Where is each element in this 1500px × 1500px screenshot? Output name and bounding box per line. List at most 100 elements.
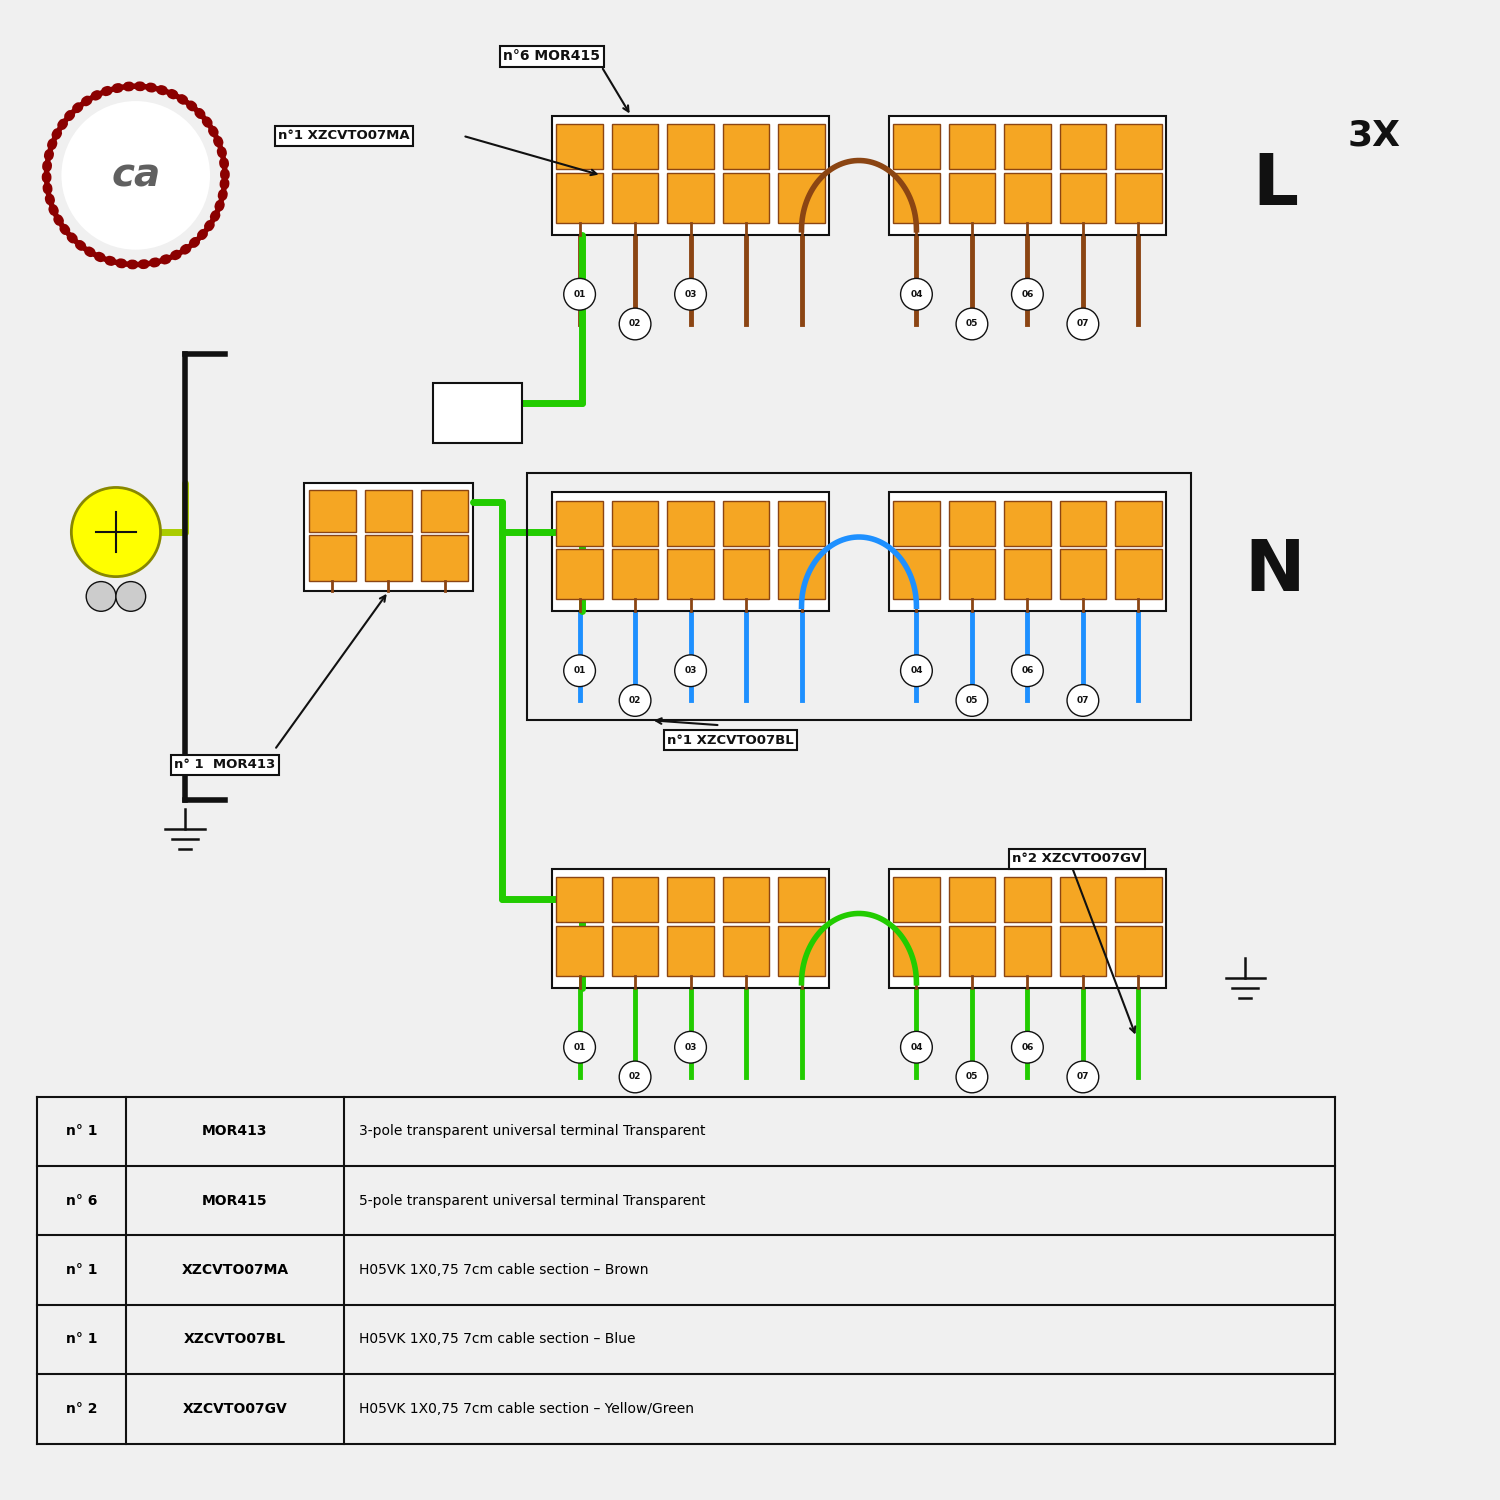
FancyBboxPatch shape: [552, 868, 830, 988]
FancyBboxPatch shape: [948, 501, 994, 546]
FancyBboxPatch shape: [422, 490, 468, 531]
Text: n°6 MOR415: n°6 MOR415: [504, 50, 600, 63]
Circle shape: [620, 684, 651, 717]
Text: n° 6: n° 6: [66, 1194, 98, 1208]
FancyBboxPatch shape: [892, 172, 939, 224]
FancyBboxPatch shape: [892, 878, 939, 922]
FancyBboxPatch shape: [778, 124, 825, 170]
FancyBboxPatch shape: [309, 536, 356, 580]
Circle shape: [1066, 308, 1098, 340]
FancyBboxPatch shape: [668, 172, 714, 224]
Text: 05: 05: [966, 696, 978, 705]
Circle shape: [564, 279, 596, 310]
FancyBboxPatch shape: [556, 926, 603, 976]
Text: n°1 XZCVTO07MA: n°1 XZCVTO07MA: [278, 129, 410, 142]
Circle shape: [956, 308, 988, 340]
FancyBboxPatch shape: [892, 501, 939, 546]
FancyBboxPatch shape: [552, 492, 830, 612]
FancyBboxPatch shape: [556, 878, 603, 922]
Text: H05VK 1X0,75 7cm cable section – Blue: H05VK 1X0,75 7cm cable section – Blue: [358, 1332, 634, 1347]
FancyBboxPatch shape: [552, 116, 830, 236]
Text: 05: 05: [966, 320, 978, 328]
Text: n° 1  MOR413: n° 1 MOR413: [174, 759, 276, 771]
Circle shape: [675, 279, 706, 310]
Text: 03: 03: [684, 1042, 696, 1052]
Text: MOR413: MOR413: [202, 1125, 267, 1138]
FancyBboxPatch shape: [668, 549, 714, 600]
Text: 04: 04: [910, 290, 922, 298]
FancyBboxPatch shape: [1004, 172, 1050, 224]
Text: n°1 XZCVTO07BL: n°1 XZCVTO07BL: [668, 734, 794, 747]
FancyBboxPatch shape: [948, 549, 994, 600]
FancyBboxPatch shape: [1004, 549, 1050, 600]
Text: H05VK 1X0,75 7cm cable section – Yellow/Green: H05VK 1X0,75 7cm cable section – Yellow/…: [358, 1402, 693, 1416]
FancyBboxPatch shape: [1114, 926, 1161, 976]
Text: XZCVTO07GV: XZCVTO07GV: [183, 1402, 286, 1416]
FancyBboxPatch shape: [304, 483, 472, 591]
FancyBboxPatch shape: [723, 124, 770, 170]
FancyBboxPatch shape: [723, 549, 770, 600]
Circle shape: [675, 656, 706, 687]
FancyBboxPatch shape: [612, 172, 658, 224]
FancyBboxPatch shape: [1059, 549, 1106, 600]
FancyBboxPatch shape: [612, 501, 658, 546]
Text: 04: 04: [910, 1042, 922, 1052]
Circle shape: [564, 1032, 596, 1064]
Text: 03: 03: [684, 666, 696, 675]
FancyBboxPatch shape: [1059, 878, 1106, 922]
Text: n° 1: n° 1: [66, 1263, 98, 1276]
Text: H05VK 1X0,75 7cm cable section – Brown: H05VK 1X0,75 7cm cable section – Brown: [358, 1263, 648, 1276]
FancyBboxPatch shape: [556, 172, 603, 224]
Circle shape: [620, 1060, 651, 1094]
Text: 03: 03: [684, 290, 696, 298]
FancyBboxPatch shape: [668, 878, 714, 922]
FancyBboxPatch shape: [778, 549, 825, 600]
Text: 01: 01: [573, 290, 586, 298]
Text: XZCVTO07MA: XZCVTO07MA: [182, 1263, 288, 1276]
Text: 07: 07: [1077, 320, 1089, 328]
FancyBboxPatch shape: [1059, 172, 1106, 224]
FancyBboxPatch shape: [948, 124, 994, 170]
Circle shape: [900, 279, 933, 310]
FancyBboxPatch shape: [723, 172, 770, 224]
Circle shape: [956, 1060, 988, 1094]
Text: 02: 02: [628, 320, 642, 328]
FancyBboxPatch shape: [1004, 124, 1050, 170]
FancyBboxPatch shape: [892, 124, 939, 170]
Text: ca: ca: [111, 156, 160, 195]
FancyBboxPatch shape: [888, 868, 1166, 988]
FancyBboxPatch shape: [892, 549, 939, 600]
Circle shape: [900, 1032, 933, 1064]
FancyBboxPatch shape: [1059, 926, 1106, 976]
FancyBboxPatch shape: [1114, 501, 1161, 546]
FancyBboxPatch shape: [1059, 124, 1106, 170]
FancyBboxPatch shape: [1114, 172, 1161, 224]
FancyBboxPatch shape: [1114, 878, 1161, 922]
FancyBboxPatch shape: [1004, 878, 1050, 922]
Circle shape: [675, 1032, 706, 1064]
Text: 04: 04: [910, 666, 922, 675]
FancyBboxPatch shape: [422, 536, 468, 580]
Text: 02: 02: [628, 1072, 642, 1082]
Circle shape: [1066, 1060, 1098, 1094]
Text: 07: 07: [1077, 1072, 1089, 1082]
Circle shape: [1011, 279, 1044, 310]
FancyBboxPatch shape: [309, 490, 356, 531]
FancyBboxPatch shape: [778, 926, 825, 976]
Text: 5-pole transparent universal terminal Transparent: 5-pole transparent universal terminal Tr…: [358, 1194, 705, 1208]
Circle shape: [72, 488, 160, 576]
FancyBboxPatch shape: [364, 536, 413, 580]
Text: XZCVTO07BL: XZCVTO07BL: [184, 1332, 286, 1347]
FancyBboxPatch shape: [1114, 124, 1161, 170]
Circle shape: [116, 582, 146, 612]
Text: n° 1: n° 1: [66, 1125, 98, 1138]
FancyBboxPatch shape: [1059, 501, 1106, 546]
Text: n° 2: n° 2: [66, 1402, 98, 1416]
Circle shape: [86, 582, 116, 612]
Text: 06: 06: [1022, 290, 1034, 298]
FancyBboxPatch shape: [948, 926, 994, 976]
FancyBboxPatch shape: [888, 492, 1166, 612]
Text: 3X: 3X: [1347, 118, 1401, 153]
Text: 06: 06: [1022, 1042, 1034, 1052]
FancyBboxPatch shape: [556, 501, 603, 546]
